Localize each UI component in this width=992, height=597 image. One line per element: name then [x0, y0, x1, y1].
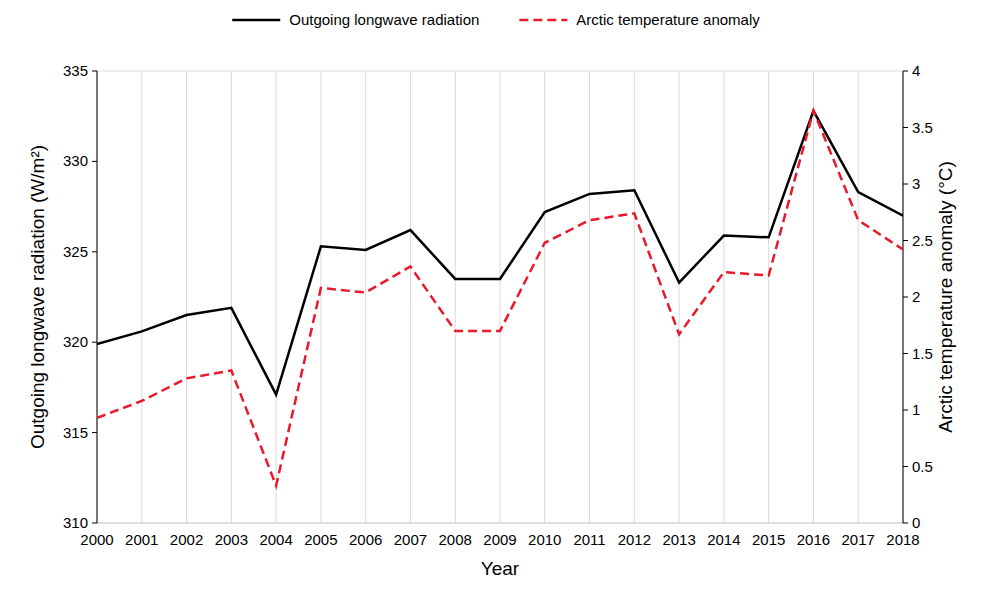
- x-tick-label: 2006: [349, 531, 382, 548]
- x-tick-label: 2004: [259, 531, 292, 548]
- x-tick-label: 2014: [707, 531, 740, 548]
- y-axis-title: Outgoing longwave radiation (W/m²): [27, 145, 48, 449]
- grid-line: [365, 71, 366, 523]
- grid-line: [231, 71, 232, 523]
- series-line: [97, 111, 903, 395]
- grid-line: [768, 71, 769, 523]
- y2-tick: [903, 71, 908, 72]
- grid-line: [186, 71, 187, 523]
- grid-line: [813, 71, 814, 523]
- y-tick-label: 330: [63, 152, 88, 169]
- x-tick-label: 2015: [752, 531, 785, 548]
- x-tick-label: 2002: [170, 531, 203, 548]
- x-axis-title: Year: [481, 558, 520, 579]
- legend-label: Outgoing longwave radiation: [289, 11, 479, 28]
- grid-line: [723, 71, 724, 523]
- y2-tick: [903, 127, 908, 128]
- y-tick-label: 320: [63, 333, 88, 350]
- y-tick-label: 325: [63, 243, 88, 260]
- x-tick-label: 2016: [797, 531, 830, 548]
- legend-label: Arctic temperature anomaly: [576, 11, 760, 28]
- y2-tick: [903, 523, 908, 524]
- x-tick-label: 2008: [439, 531, 472, 548]
- grid-line: [544, 71, 545, 523]
- x-tick-label: 2010: [528, 531, 561, 548]
- y2-tick-label: 3: [912, 175, 920, 192]
- chart: 310 315 320 325 330 335 0 0.5 1 1.5 2 2.5 3 3.5 4 2000 2…: [0, 0, 992, 597]
- y2-axis-title: Arctic temperature anomaly (°C): [935, 161, 956, 433]
- x-tick-label: 2011: [573, 531, 605, 548]
- grid-line: [276, 71, 277, 523]
- y2-tick: [903, 184, 908, 185]
- y-tick: [92, 71, 97, 72]
- y2-tick-label: 2.5: [912, 232, 933, 249]
- y-tick: [92, 251, 97, 252]
- x-axis-line: [97, 523, 903, 524]
- legend-swatch: [519, 19, 567, 22]
- grid-line: [97, 71, 98, 523]
- grid-line: [634, 71, 635, 523]
- y-tick-label: 335: [63, 62, 88, 79]
- x-tick-label: 2005: [304, 531, 337, 548]
- x-tick-label: 2009: [483, 531, 516, 548]
- y-tick-label: 315: [63, 424, 88, 441]
- y2-tick: [903, 353, 908, 354]
- y-tick-label: 310: [63, 514, 88, 531]
- y-tick: [92, 342, 97, 343]
- y-tick: [92, 523, 97, 524]
- y2-tick-label: 2: [912, 288, 920, 305]
- y-axis-line: [97, 71, 98, 523]
- grid-line: [455, 71, 456, 523]
- x-tick-label: 2007: [394, 531, 427, 548]
- legend-swatch: [232, 19, 280, 22]
- y2-tick: [903, 240, 908, 241]
- series-line: [97, 111, 903, 486]
- y-tick: [92, 432, 97, 433]
- x-tick-label: 2017: [842, 531, 875, 548]
- x-tick-label: 2000: [80, 531, 113, 548]
- x-tick-label: 2003: [215, 531, 248, 548]
- grid-line: [410, 71, 411, 523]
- y2-tick-label: 0.5: [912, 458, 933, 475]
- series-group: [97, 111, 903, 486]
- plot-top-border: [97, 71, 903, 72]
- grid-line: [589, 71, 590, 523]
- grid-line: [141, 71, 142, 523]
- x-tick-label: 2001: [125, 531, 158, 548]
- y2-tick: [903, 466, 908, 467]
- grid-line: [500, 71, 501, 523]
- grid-line: [858, 71, 859, 523]
- grid-line: [320, 71, 321, 523]
- x-tick-label: 2018: [886, 531, 919, 548]
- y2-tick-label: 0: [912, 514, 920, 531]
- y2-tick-label: 1: [912, 401, 920, 418]
- y2-tick-label: 4: [912, 62, 920, 79]
- x-tick-label: 2012: [618, 531, 651, 548]
- y2-tick: [903, 297, 908, 298]
- y2-tick-label: 3.5: [912, 119, 933, 136]
- y-tick: [92, 161, 97, 162]
- y2-tick-label: 1.5: [912, 345, 933, 362]
- grid-line: [679, 71, 680, 523]
- y2-tick: [903, 410, 908, 411]
- x-tick-label: 2013: [662, 531, 695, 548]
- legend: Outgoing longwave radiation Arctic temper…: [232, 11, 760, 28]
